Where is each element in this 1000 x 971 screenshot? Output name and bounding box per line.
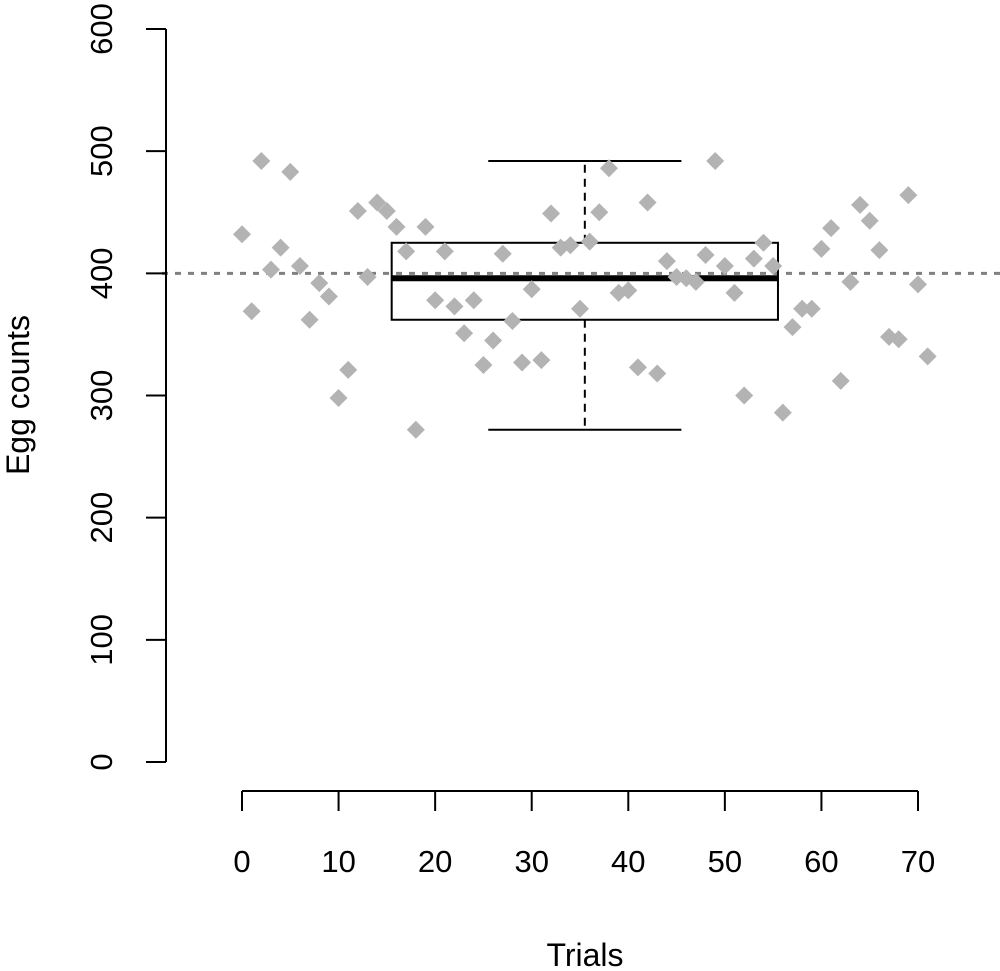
y-axis-title: Egg counts xyxy=(0,315,36,475)
data-point xyxy=(290,257,309,276)
data-point xyxy=(445,297,464,316)
data-point xyxy=(455,324,474,343)
y-tick-label: 300 xyxy=(84,370,119,422)
x-tick-label: 50 xyxy=(708,844,742,879)
x-tick-label: 0 xyxy=(233,844,250,879)
data-point xyxy=(542,204,561,223)
data-point xyxy=(300,310,319,329)
data-point xyxy=(580,232,599,251)
data-point xyxy=(571,299,589,318)
data-point xyxy=(754,233,773,252)
x-tick-label: 20 xyxy=(418,844,452,879)
data-point xyxy=(715,257,734,276)
data-point xyxy=(474,355,493,374)
data-point xyxy=(841,272,860,291)
data-point xyxy=(686,272,705,291)
data-point xyxy=(387,217,406,236)
data-point xyxy=(513,353,532,372)
x-tick-label: 60 xyxy=(804,844,838,879)
data-point xyxy=(889,330,908,349)
data-point xyxy=(638,193,657,212)
data-point xyxy=(793,299,812,318)
x-tick-label: 70 xyxy=(901,844,935,879)
y-tick-label: 400 xyxy=(84,247,119,299)
data-point xyxy=(851,195,870,214)
data-point xyxy=(493,244,512,263)
data-point xyxy=(532,351,551,370)
y-tick-label: 500 xyxy=(84,125,119,177)
data-point xyxy=(619,281,638,300)
data-point xyxy=(773,403,792,422)
data-point xyxy=(522,280,541,299)
data-point xyxy=(252,151,271,170)
data-point xyxy=(812,239,831,258)
data-point xyxy=(271,238,290,257)
data-point xyxy=(406,420,425,439)
scatter-points xyxy=(233,151,937,439)
x-tick-label: 40 xyxy=(611,844,645,879)
x-axis-title: Trials xyxy=(546,937,623,971)
data-point xyxy=(860,211,879,230)
data-point xyxy=(744,249,763,268)
axes: 0 100 200 300 400 500 600 0 10 20 30 40 50 60 70 xyxy=(84,3,935,879)
data-point xyxy=(725,283,744,302)
data-point xyxy=(319,287,338,306)
data-point xyxy=(261,260,280,279)
data-point xyxy=(426,291,445,310)
data-point xyxy=(377,202,396,221)
data-point xyxy=(783,318,802,337)
data-point xyxy=(735,386,754,405)
data-point xyxy=(358,267,377,286)
data-point xyxy=(696,246,715,265)
y-tick-label: 100 xyxy=(84,614,119,666)
data-point xyxy=(870,241,889,260)
x-tick-label: 30 xyxy=(514,844,548,879)
data-point xyxy=(628,358,647,377)
data-point xyxy=(416,217,435,236)
data-point xyxy=(503,311,522,330)
data-point xyxy=(484,331,503,350)
data-point xyxy=(899,186,918,205)
data-point xyxy=(348,202,367,221)
data-point xyxy=(648,364,667,383)
y-tick-label: 200 xyxy=(84,492,119,544)
data-point xyxy=(233,225,251,244)
data-point xyxy=(397,242,416,261)
data-point xyxy=(310,274,329,293)
data-point xyxy=(329,388,348,407)
data-point xyxy=(590,203,609,222)
data-point xyxy=(918,347,937,366)
data-point xyxy=(368,193,387,212)
y-tick-label: 600 xyxy=(84,3,119,55)
data-point xyxy=(764,257,783,276)
data-point xyxy=(281,162,300,181)
data-point xyxy=(802,299,821,318)
data-point xyxy=(657,252,676,271)
y-tick-label: 0 xyxy=(84,753,119,770)
x-tick-label: 10 xyxy=(321,844,355,879)
data-point xyxy=(706,151,725,170)
data-point xyxy=(435,242,454,261)
data-point xyxy=(242,302,261,321)
data-point xyxy=(909,275,927,294)
boxplot xyxy=(390,159,779,431)
data-point xyxy=(339,360,358,379)
data-point xyxy=(831,371,850,390)
data-point xyxy=(822,219,841,238)
data-point xyxy=(464,291,483,310)
data-point xyxy=(561,236,580,255)
data-point xyxy=(599,159,618,178)
